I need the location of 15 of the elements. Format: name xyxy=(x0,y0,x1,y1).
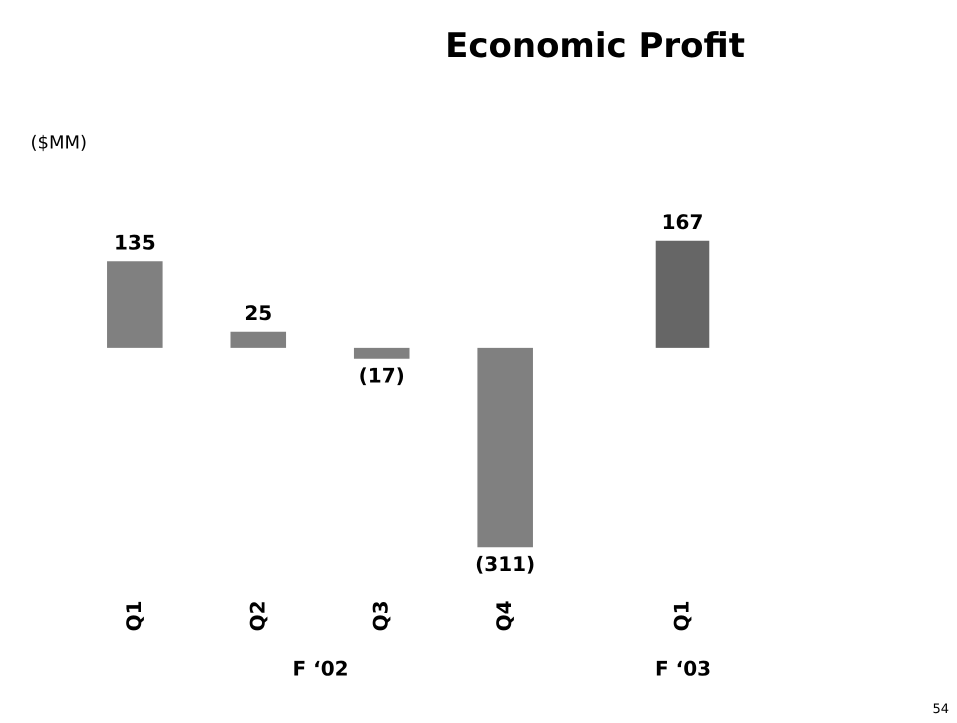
y-axis-title: ($MM) xyxy=(30,132,88,154)
data-label: (17) xyxy=(358,364,405,388)
x-tick-label: Q1 xyxy=(670,600,694,632)
x-tick-label: Q2 xyxy=(245,600,270,632)
x-tick-label: Q1 xyxy=(122,600,146,632)
text: 54 xyxy=(932,702,949,717)
data-label: (311) xyxy=(475,552,536,576)
x-axis-title: F ‘03 xyxy=(654,656,712,680)
data-label: 167 xyxy=(662,210,704,234)
x-axis-title: F ‘02 xyxy=(292,656,349,680)
data-label: 135 xyxy=(114,230,156,254)
chart-title: Economic Profit xyxy=(445,26,745,66)
x-tick-label: Q3 xyxy=(368,600,393,632)
data-label: 25 xyxy=(244,300,272,325)
x-tick-label: Q4 xyxy=(492,600,516,632)
